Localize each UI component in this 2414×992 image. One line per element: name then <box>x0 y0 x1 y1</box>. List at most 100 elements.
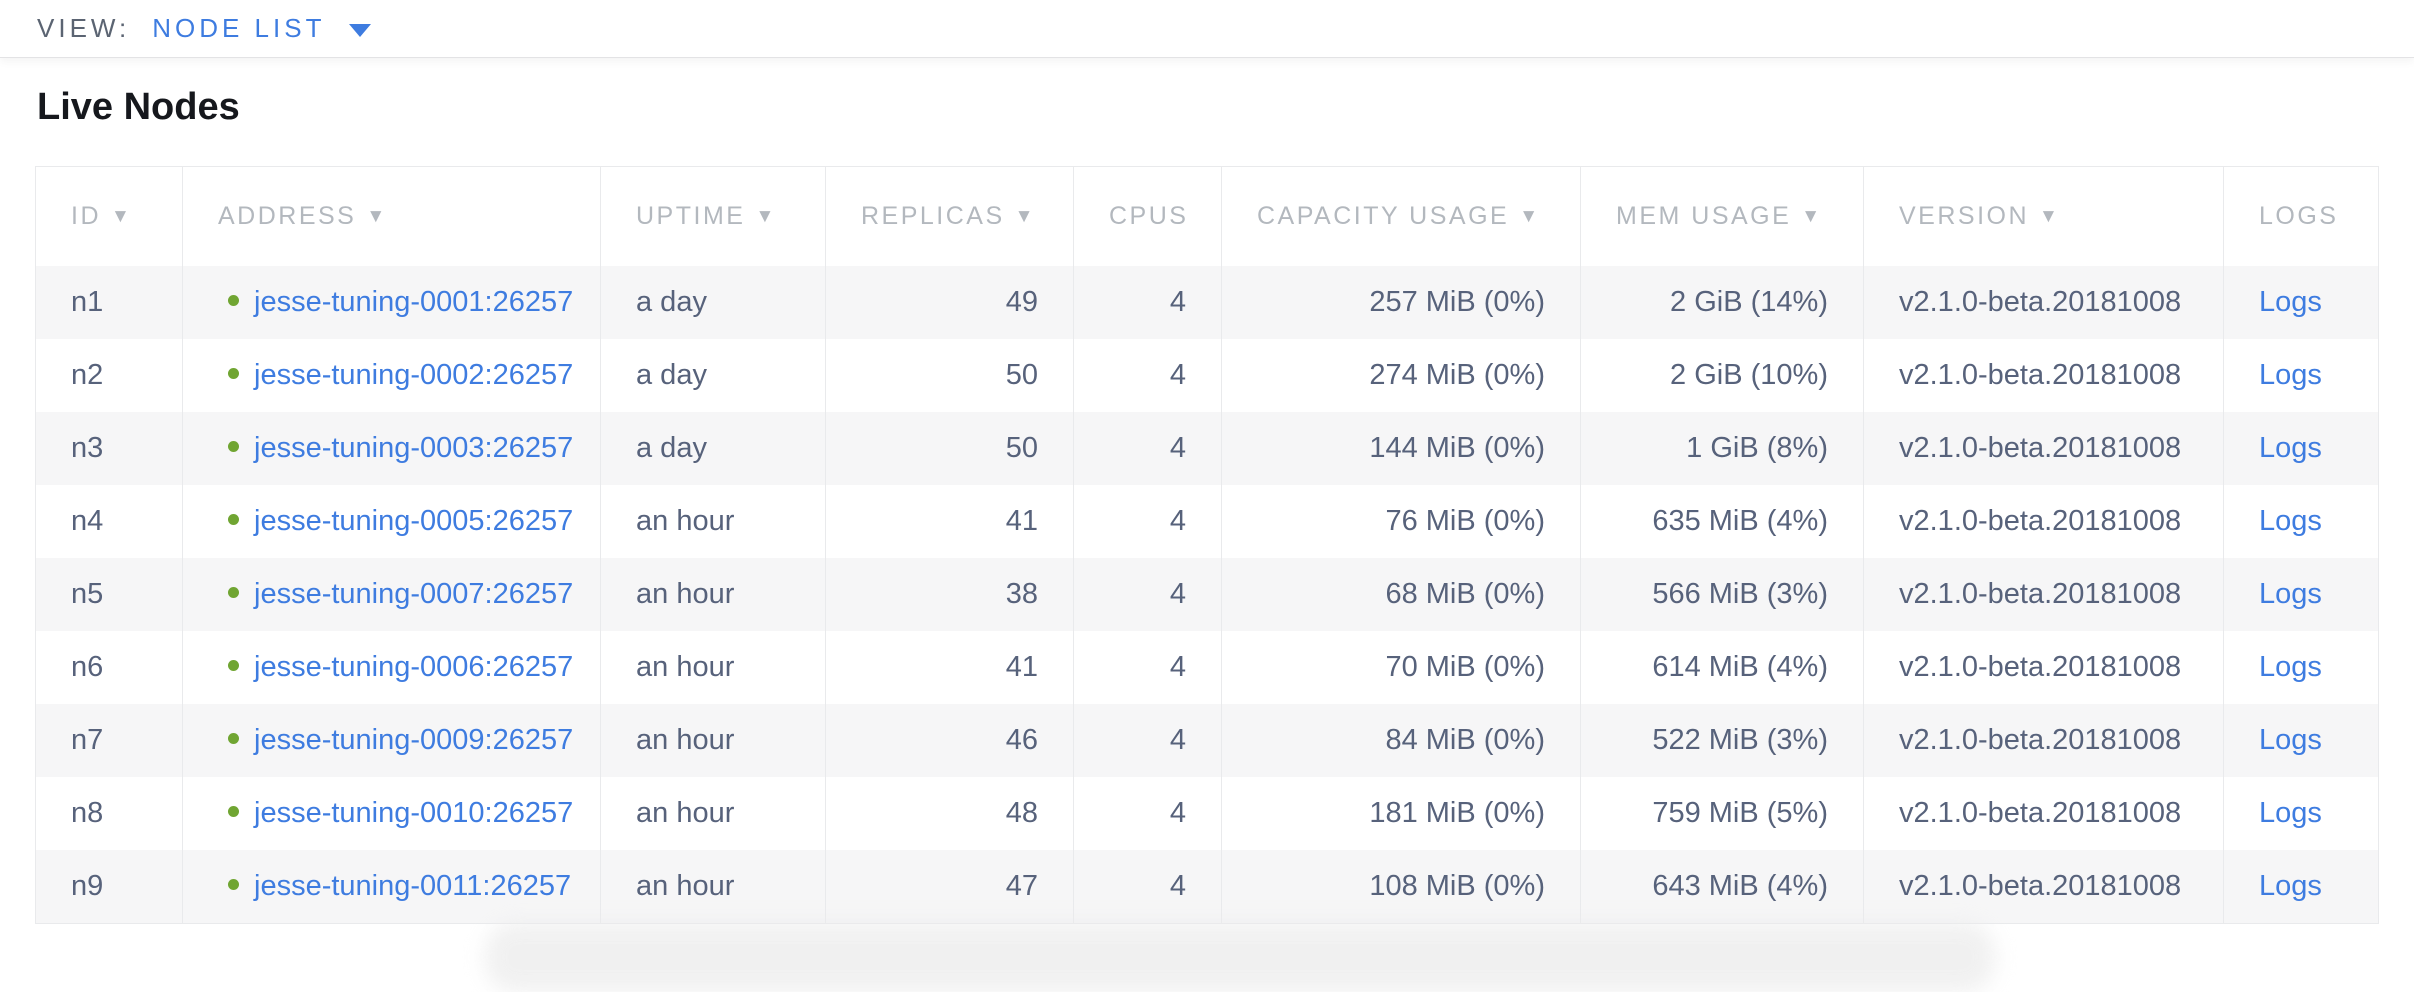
column-header-cpus: CPUS <box>1073 166 1222 266</box>
node-list-dropdown[interactable]: NODE LIST <box>152 13 372 44</box>
logs-link[interactable]: Logs <box>2259 432 2322 464</box>
node-id-cell: n8 <box>35 777 183 850</box>
node-live-status-icon <box>228 367 239 379</box>
column-header-label: REPLICAS <box>861 202 1005 230</box>
capacity-usage-cell: 70 MiB (0%) <box>1221 631 1581 704</box>
column-header-address[interactable]: ADDRESS ▼ <box>182 166 601 266</box>
mem-usage-cell: 643 MiB (4%) <box>1580 850 1864 924</box>
logs-link[interactable]: Logs <box>2259 578 2322 610</box>
version-cell: v2.1.0-beta.20181008 <box>1863 631 2224 704</box>
node-address-link[interactable]: jesse-tuning-0005:26257 <box>254 505 574 537</box>
node-table-row: n9 jesse-tuning-0011:26257 an hour 47 4 … <box>35 850 2379 924</box>
logs-link[interactable]: Logs <box>2259 286 2322 318</box>
replicas-cell: 47 <box>825 850 1074 924</box>
replicas-cell: 50 <box>825 339 1074 412</box>
column-header-label: CAPACITY USAGE <box>1257 202 1510 230</box>
logs-link[interactable]: Logs <box>2259 505 2322 537</box>
node-live-status-icon <box>228 586 239 598</box>
logs-link[interactable]: Logs <box>2259 359 2322 391</box>
sort-desc-icon: ▼ <box>1801 206 1823 227</box>
node-address-link[interactable]: jesse-tuning-0009:26257 <box>254 724 574 756</box>
node-live-status-icon <box>228 732 239 744</box>
mem-usage-cell: 1 GiB (8%) <box>1580 412 1864 485</box>
node-address-cell: jesse-tuning-0009:26257 <box>182 704 601 777</box>
node-id-cell: n4 <box>35 485 183 558</box>
node-address-link[interactable]: jesse-tuning-0011:26257 <box>254 870 572 902</box>
replicas-cell: 48 <box>825 777 1074 850</box>
logs-link[interactable]: Logs <box>2259 724 2322 756</box>
node-address-cell: jesse-tuning-0001:26257 <box>182 266 601 339</box>
column-header-version[interactable]: VERSION ▼ <box>1863 166 2224 266</box>
node-id-cell: n1 <box>35 266 183 339</box>
column-header-mem[interactable]: MEM USAGE ▼ <box>1580 166 1864 266</box>
uptime-cell: an hour <box>600 704 826 777</box>
sort-desc-icon: ▼ <box>366 206 388 227</box>
logs-link[interactable]: Logs <box>2259 870 2322 902</box>
column-header-label: ID <box>71 202 101 230</box>
logs-link[interactable]: Logs <box>2259 651 2322 683</box>
node-address-link[interactable]: jesse-tuning-0003:26257 <box>254 432 574 464</box>
mem-usage-cell: 614 MiB (4%) <box>1580 631 1864 704</box>
column-header-logs: LOGS <box>2223 166 2379 266</box>
node-address-link[interactable]: jesse-tuning-0006:26257 <box>254 651 574 683</box>
cpus-cell: 4 <box>1073 485 1222 558</box>
capacity-usage-cell: 257 MiB (0%) <box>1221 266 1581 339</box>
mem-usage-cell: 2 GiB (14%) <box>1580 266 1864 339</box>
column-header-label: CPUS <box>1109 202 1189 230</box>
node-table-row: n6 jesse-tuning-0006:26257 an hour 41 4 … <box>35 631 2379 704</box>
sort-desc-icon: ▼ <box>111 206 133 227</box>
logs-cell: Logs <box>2223 558 2379 631</box>
column-header-id[interactable]: ID ▼ <box>35 166 183 266</box>
version-cell: v2.1.0-beta.20181008 <box>1863 266 2224 339</box>
capacity-usage-cell: 68 MiB (0%) <box>1221 558 1581 631</box>
version-cell: v2.1.0-beta.20181008 <box>1863 850 2224 924</box>
node-address-link[interactable]: jesse-tuning-0010:26257 <box>254 797 574 829</box>
uptime-cell: an hour <box>600 558 826 631</box>
logs-cell: Logs <box>2223 704 2379 777</box>
column-header-replicas[interactable]: REPLICAS ▼ <box>825 166 1074 266</box>
node-id-cell: n5 <box>35 558 183 631</box>
logs-link[interactable]: Logs <box>2259 797 2322 829</box>
column-header-uptime[interactable]: UPTIME ▼ <box>600 166 826 266</box>
node-live-status-icon <box>228 294 239 306</box>
logs-cell: Logs <box>2223 266 2379 339</box>
replicas-cell: 41 <box>825 485 1074 558</box>
node-live-status-icon <box>228 440 239 452</box>
node-address-cell: jesse-tuning-0002:26257 <box>182 339 601 412</box>
node-live-status-icon <box>228 878 239 890</box>
replicas-cell: 41 <box>825 631 1074 704</box>
replicas-cell: 38 <box>825 558 1074 631</box>
node-table-row: n5 jesse-tuning-0007:26257 an hour 38 4 … <box>35 558 2379 631</box>
capacity-usage-cell: 84 MiB (0%) <box>1221 704 1581 777</box>
table-header-row: ID ▼ ADDRESS ▼ UPTIME ▼ REPLICAS ▼ CPUS CAPA… <box>35 166 2379 266</box>
below-fold-shadow <box>485 922 1995 992</box>
column-header-capacity[interactable]: CAPACITY USAGE ▼ <box>1221 166 1581 266</box>
column-header-label: UPTIME <box>636 202 746 230</box>
capacity-usage-cell: 144 MiB (0%) <box>1221 412 1581 485</box>
node-address-link[interactable]: jesse-tuning-0001:26257 <box>254 286 574 318</box>
logs-cell: Logs <box>2223 412 2379 485</box>
mem-usage-cell: 635 MiB (4%) <box>1580 485 1864 558</box>
uptime-cell: a day <box>600 266 826 339</box>
logs-cell: Logs <box>2223 631 2379 704</box>
uptime-cell: an hour <box>600 850 826 924</box>
page-title: Live Nodes <box>37 86 240 128</box>
sort-desc-icon: ▼ <box>1014 206 1036 227</box>
node-id-cell: n2 <box>35 339 183 412</box>
version-cell: v2.1.0-beta.20181008 <box>1863 777 2224 850</box>
logs-cell: Logs <box>2223 850 2379 924</box>
capacity-usage-cell: 274 MiB (0%) <box>1221 339 1581 412</box>
logs-cell: Logs <box>2223 777 2379 850</box>
chevron-down-icon <box>349 24 372 37</box>
node-live-status-icon <box>228 659 239 671</box>
node-id-cell: n7 <box>35 704 183 777</box>
node-address-cell: jesse-tuning-0010:26257 <box>182 777 601 850</box>
uptime-cell: an hour <box>600 777 826 850</box>
node-address-link[interactable]: jesse-tuning-0007:26257 <box>254 578 574 610</box>
version-cell: v2.1.0-beta.20181008 <box>1863 412 2224 485</box>
node-table-row: n8 jesse-tuning-0010:26257 an hour 48 4 … <box>35 777 2379 850</box>
node-table-row: n7 jesse-tuning-0009:26257 an hour 46 4 … <box>35 704 2379 777</box>
node-address-link[interactable]: jesse-tuning-0002:26257 <box>254 359 574 391</box>
node-address-cell: jesse-tuning-0005:26257 <box>182 485 601 558</box>
uptime-cell: a day <box>600 339 826 412</box>
